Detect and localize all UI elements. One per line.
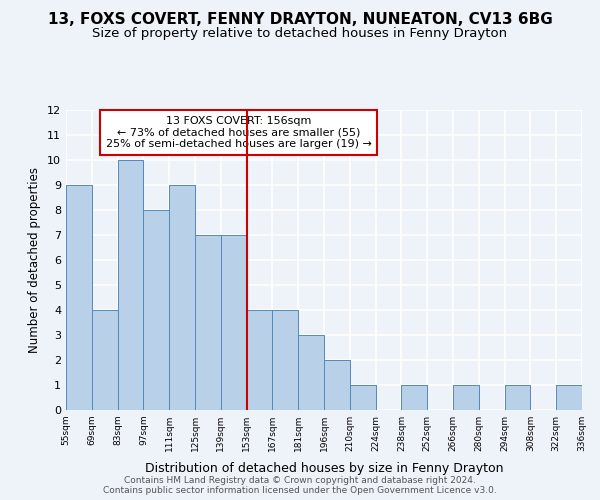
Bar <box>401 385 427 410</box>
Text: 13 FOXS COVERT: 156sqm
← 73% of detached houses are smaller (55)
25% of semi-det: 13 FOXS COVERT: 156sqm ← 73% of detached… <box>106 116 372 149</box>
Bar <box>505 385 530 410</box>
Bar <box>195 235 221 410</box>
Bar <box>453 385 479 410</box>
Bar <box>169 185 195 410</box>
Bar <box>324 360 350 410</box>
Bar <box>247 310 272 410</box>
X-axis label: Distribution of detached houses by size in Fenny Drayton: Distribution of detached houses by size … <box>145 462 503 475</box>
Bar <box>272 310 298 410</box>
Text: Size of property relative to detached houses in Fenny Drayton: Size of property relative to detached ho… <box>92 28 508 40</box>
Bar <box>221 235 247 410</box>
Bar <box>556 385 582 410</box>
Bar <box>350 385 376 410</box>
Bar <box>298 335 324 410</box>
Y-axis label: Number of detached properties: Number of detached properties <box>28 167 41 353</box>
Bar <box>118 160 143 410</box>
Text: 13, FOXS COVERT, FENNY DRAYTON, NUNEATON, CV13 6BG: 13, FOXS COVERT, FENNY DRAYTON, NUNEATON… <box>47 12 553 28</box>
Bar <box>143 210 169 410</box>
Bar <box>66 185 92 410</box>
Bar <box>92 310 118 410</box>
Text: Contains HM Land Registry data © Crown copyright and database right 2024.: Contains HM Land Registry data © Crown c… <box>124 476 476 485</box>
Text: Contains public sector information licensed under the Open Government Licence v3: Contains public sector information licen… <box>103 486 497 495</box>
